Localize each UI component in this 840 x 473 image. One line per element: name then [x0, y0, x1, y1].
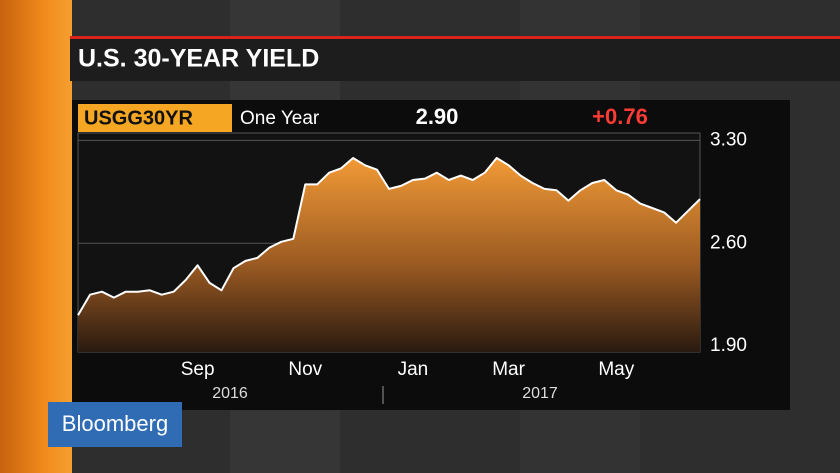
y-tick-label: 3.30	[710, 129, 747, 150]
area-fill	[78, 158, 700, 352]
x-tick-label: Sep	[181, 359, 215, 380]
change-value: +0.76	[592, 104, 648, 129]
x-tick-label: Nov	[288, 359, 322, 380]
x-tick-label: Mar	[492, 359, 525, 380]
plot: 1.90 2.60 3.30 Sep Nov Jan Mar May 2016 2017	[77, 129, 747, 402]
year-label: 2017	[522, 385, 558, 402]
y-tick-label: 1.90	[710, 335, 747, 356]
y-tick-label: 2.60	[710, 232, 747, 253]
title-bar	[70, 39, 840, 81]
logo-box	[48, 402, 182, 447]
ticker-box	[78, 104, 232, 132]
logo: Bloomberg	[62, 411, 168, 436]
ticker: USGG30YR	[84, 107, 193, 129]
line	[77, 157, 701, 316]
last-value: 2.90	[416, 104, 459, 129]
period: One Year	[240, 108, 320, 129]
side-strip	[0, 0, 72, 473]
x-tick-label: Jan	[398, 359, 429, 380]
year-label: 2016	[212, 385, 248, 402]
accent-line	[70, 36, 840, 39]
x-tick-label: May	[598, 359, 634, 380]
title: U.S. 30-YEAR YIELD	[78, 45, 319, 73]
